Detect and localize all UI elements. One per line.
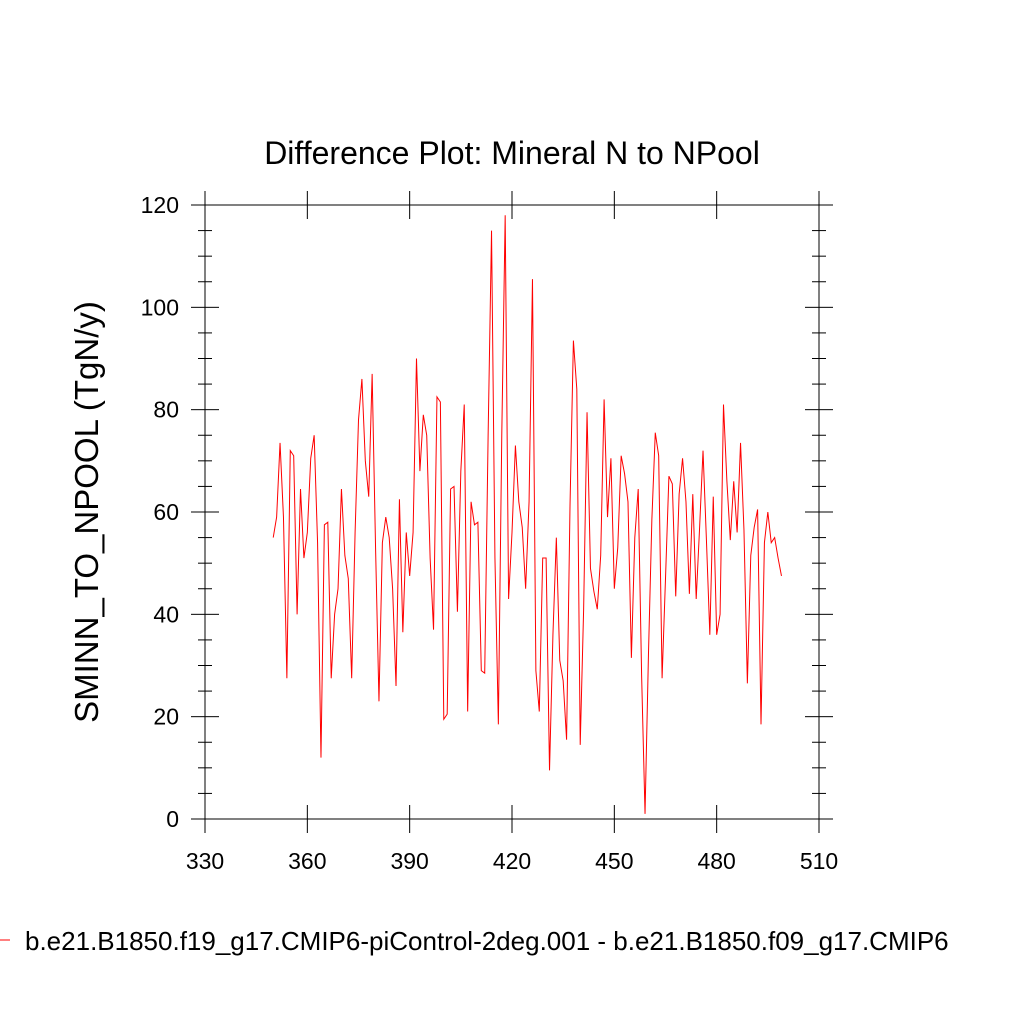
x-tick-label: 450 (595, 848, 633, 874)
x-tick-label: 510 (800, 848, 838, 874)
y-tick-label: 100 (141, 294, 179, 320)
x-tick-label: 420 (493, 848, 531, 874)
y-tick-label: 0 (166, 806, 179, 832)
x-tick-label: 330 (186, 848, 224, 874)
y-tick-label: 40 (153, 601, 179, 627)
series-line-0 (272, 215, 782, 814)
legend-label: b.e21.B1850.f19_g17.CMIP6-piControl-2deg… (25, 926, 949, 956)
y-tick-label: 20 (153, 704, 179, 730)
x-tick-label: 360 (288, 848, 326, 874)
x-tick-label: 480 (697, 848, 735, 874)
series-layer (272, 215, 782, 814)
x-tick-label: 390 (390, 848, 428, 874)
y-tick-label: 80 (153, 397, 179, 423)
axis-tick-labels: 330 360 390 420 450 480 510 0 20 40 60 80 100 120 (141, 192, 839, 874)
y-axis-label: SMINN_TO_NPOOL (TgN/y) (68, 301, 105, 723)
chart-title: Difference Plot: Mineral N to NPool (264, 135, 760, 171)
axis-ticks (191, 191, 833, 833)
y-tick-label: 60 (153, 499, 179, 525)
legend: b.e21.B1850.f19_g17.CMIP6-piControl-2deg… (0, 926, 949, 956)
y-tick-label: 120 (141, 192, 179, 218)
plot-frame (204, 204, 820, 820)
